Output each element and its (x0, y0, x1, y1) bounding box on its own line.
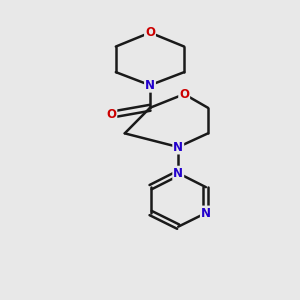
Text: O: O (106, 108, 116, 121)
Text: N: N (145, 79, 155, 92)
Text: O: O (179, 88, 189, 100)
Text: N: N (201, 206, 211, 220)
Text: O: O (145, 26, 155, 39)
Text: N: N (173, 167, 183, 180)
Text: N: N (173, 140, 183, 154)
